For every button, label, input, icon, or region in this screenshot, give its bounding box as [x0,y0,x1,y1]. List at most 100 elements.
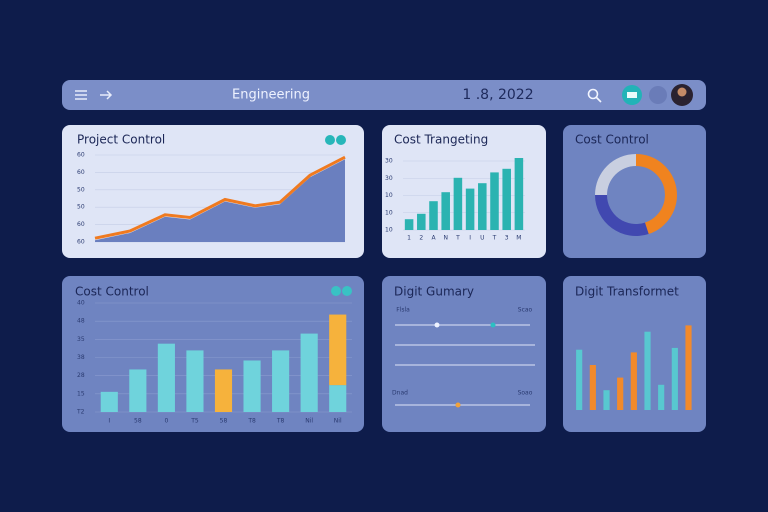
y-tick-label: 10 [385,209,393,216]
menu-button[interactable] [75,90,87,100]
bar [514,158,524,230]
bar [243,360,261,412]
x-tick-label: T8 [247,418,256,425]
line [94,155,346,240]
panel-title: Cost Trangeting [394,133,488,147]
bar [644,331,651,410]
bar [186,350,204,412]
panel-title: Cost Control [575,133,649,147]
bar [576,349,583,410]
slider-label: Soao [518,390,533,397]
y-tick-label: 30 [385,175,393,182]
bar [272,350,290,412]
slider-knob [455,402,461,408]
y-tick-label: 40 [77,300,85,307]
forward-button[interactable] [100,90,113,100]
bar [589,365,596,410]
bar [329,385,347,412]
bar [502,168,511,230]
y-tick-label: 60 [77,169,85,176]
bar [490,172,499,230]
panel [563,125,706,258]
y-tick-label: 28 [77,372,85,379]
slider-label: Dnad [392,390,408,397]
y-tick-label: 30 [385,158,393,165]
x-tick-label: M [516,235,521,242]
y-tick-label: 50 [77,186,85,193]
bar [603,390,610,410]
y-tick-label: 38 [77,354,85,361]
donut-slice [595,195,649,236]
x-tick-label: U [480,235,484,242]
donut-slice [595,154,636,195]
y-tick-label: 10 [385,192,393,199]
y-tick-label: T2 [76,409,85,416]
status-dot [649,86,667,104]
panel [382,276,546,432]
y-tick-label: 60 [77,152,85,159]
avatar-face [677,87,687,97]
y-tick-label: 60 [77,221,85,228]
bar [329,314,347,386]
bar [441,192,450,230]
x-tick-label: T5 [190,418,199,425]
bar [617,377,624,410]
slider-label: Flsla [396,307,410,314]
header-title: Engineering [232,88,310,103]
bar [214,369,233,412]
y-tick-label: 50 [77,204,85,211]
y-tick-label: 35 [77,336,85,343]
cart-icon [627,92,637,98]
panel-title: Cost Control [75,285,149,299]
bar [300,333,318,412]
bar [429,201,438,230]
header-date: 1 .8, 2022 [462,87,533,103]
area [95,159,345,242]
donut-slice [636,154,677,234]
y-tick-label: 15 [77,390,85,397]
bar [417,213,426,230]
search-button[interactable] [587,88,602,103]
x-tick-label: N [443,235,448,242]
x-tick-label: I [108,418,110,425]
bar [685,325,692,410]
x-tick-label: T [492,235,497,242]
bar [129,369,147,412]
badge[interactable] [325,135,335,145]
panel-title: Digit Transformet [575,285,679,299]
y-tick-label: 60 [77,239,85,246]
slider-knob [434,322,440,328]
x-tick-label: Nil [305,418,313,425]
y-tick-label: 48 [77,318,85,325]
bar [100,391,118,412]
x-tick-label: 3 [505,235,509,242]
x-tick-label: 58 [220,418,228,425]
bar [157,343,175,412]
x-tick-label: 58 [134,418,142,425]
x-tick-label: 2 [419,235,423,242]
x-tick-label: A [431,235,436,242]
bar [671,347,678,410]
x-tick-label: T8 [276,418,285,425]
bar [453,177,463,230]
x-tick-label: 0 [164,418,168,425]
bar [478,183,487,230]
top-bar [62,80,706,110]
y-tick-label: 10 [385,227,393,234]
bar [404,219,414,230]
slider-label: Scao [518,307,533,314]
bar [658,384,665,410]
panel-title: Project Control [77,133,165,147]
x-tick-label: T [455,235,460,242]
x-tick-label: I [469,235,471,242]
bar [465,188,475,230]
badge[interactable] [342,286,352,296]
badge[interactable] [331,286,341,296]
slider-knob [490,322,496,328]
x-tick-label: Nil [334,418,342,425]
badge[interactable] [336,135,346,145]
panel-title: Digit Gumary [394,285,474,299]
bar [630,352,637,410]
x-tick-label: 1 [407,235,411,242]
